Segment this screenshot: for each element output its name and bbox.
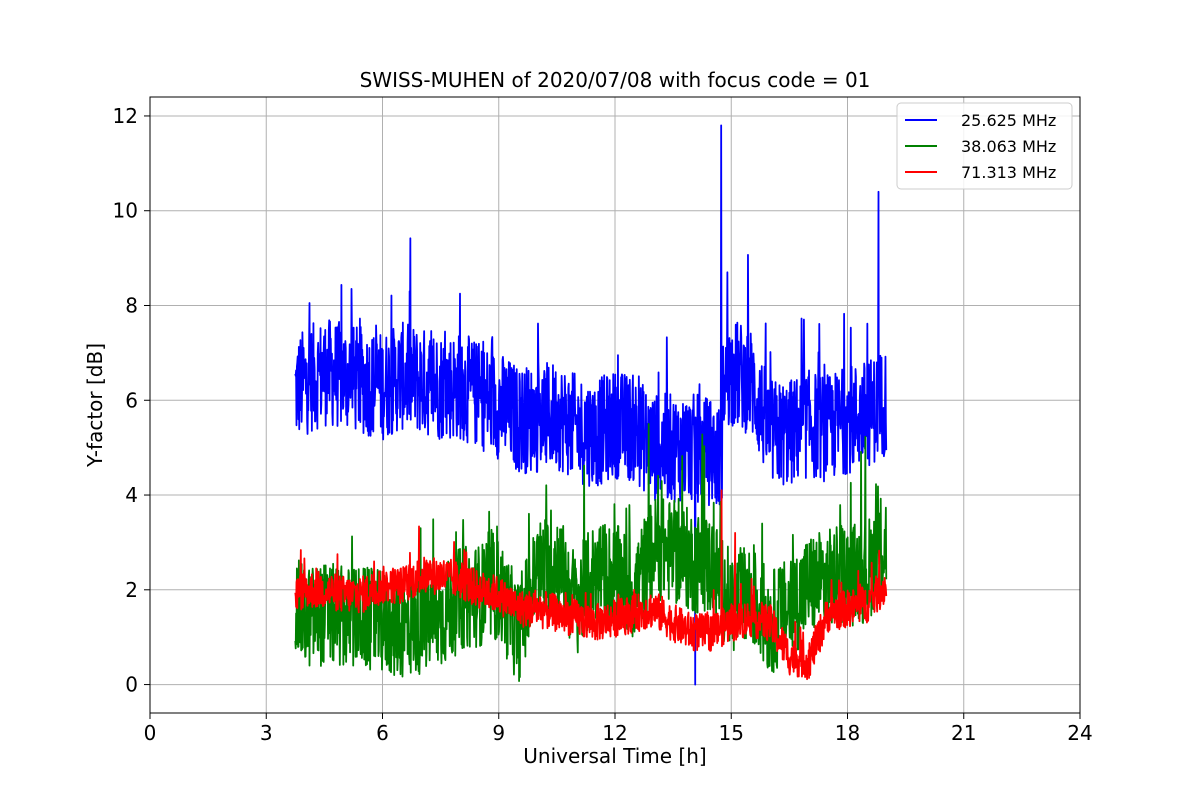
y-tick-label: 8 (125, 293, 138, 317)
legend-label: 38.063 MHz (961, 137, 1056, 156)
legend: 25.625 MHz 38.063 MHz 71.313 MHz (896, 102, 1073, 190)
legend-label: 71.313 MHz (961, 163, 1056, 182)
series-line-2 (294, 489, 888, 681)
x-axis-label: Universal Time [h] (523, 744, 706, 768)
y-tick-label: 6 (125, 388, 138, 412)
series-lines (294, 124, 888, 686)
y-tick-label: 2 (125, 578, 138, 602)
y-tick-label: 10 (113, 199, 138, 223)
legend-box (896, 102, 1073, 190)
legend-label: 25.625 MHz (961, 111, 1056, 130)
x-tick-label: 12 (602, 721, 627, 745)
x-tick-label: 24 (1067, 721, 1092, 745)
x-tick-label: 15 (719, 721, 744, 745)
y-axis-label: Y-factor [dB] (83, 343, 107, 468)
x-tick-label: 3 (260, 721, 273, 745)
y-tick-label: 0 (125, 673, 138, 697)
series-line-0 (294, 124, 888, 686)
x-tick-label: 6 (376, 721, 389, 745)
x-tick-label: 0 (144, 721, 157, 745)
x-tick-label: 21 (951, 721, 976, 745)
y-tick-label: 4 (125, 483, 138, 507)
chart-title: SWISS-MUHEN of 2020/07/08 with focus cod… (360, 68, 871, 92)
x-tick-label: 18 (835, 721, 860, 745)
x-tick-label: 9 (492, 721, 505, 745)
y-tick-label: 12 (113, 104, 138, 128)
